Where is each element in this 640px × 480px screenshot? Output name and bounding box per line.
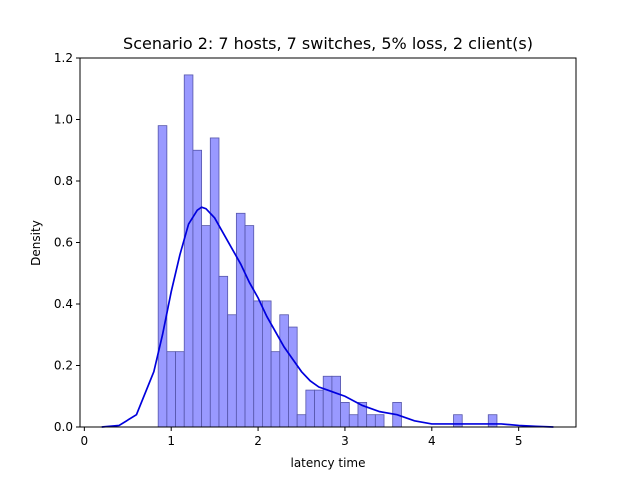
y-tick-label: 0.0 [54, 420, 73, 434]
histogram-bar [305, 389, 315, 428]
histogram-bar [209, 137, 220, 428]
histogram-bar [227, 314, 237, 428]
histogram-bar [166, 351, 176, 428]
x-tick-label: 4 [428, 434, 436, 448]
histogram-bar [340, 401, 350, 428]
histogram-bar [314, 389, 324, 428]
y-tick-label: 0.2 [54, 359, 73, 373]
histogram-bar [374, 414, 385, 428]
histogram-bar [235, 212, 246, 428]
y-axis-label: Density [29, 220, 43, 266]
histogram-bars [157, 74, 498, 428]
chart-title: Scenario 2: 7 hosts, 7 switches, 5% loss… [123, 34, 533, 53]
histogram-bar [262, 300, 272, 428]
x-axis-ticks: 0 1 2 3 4 5 [81, 427, 523, 448]
x-axis-label: latency time [290, 456, 365, 470]
kde-line [101, 206, 554, 428]
x-tick-label: 1 [167, 434, 175, 448]
histogram-bar [244, 225, 255, 428]
histogram-bar [453, 414, 463, 428]
histogram-bar [279, 314, 289, 428]
y-axis-ticks: 0.0 0.2 0.4 0.6 0.8 1.0 1.2 [54, 51, 80, 434]
histogram-bar [218, 275, 229, 428]
histogram-bar [487, 414, 498, 428]
y-tick-label: 0.6 [54, 236, 73, 250]
x-tick-label: 2 [254, 434, 262, 448]
y-tick-label: 1.2 [54, 51, 73, 65]
histogram-bar [322, 375, 333, 428]
y-tick-label: 1.0 [54, 113, 73, 127]
histogram-bar [201, 225, 211, 428]
x-tick-label: 5 [515, 434, 523, 448]
histogram-bar [157, 125, 168, 428]
histogram-bar [331, 375, 341, 428]
histogram-bar [175, 351, 185, 428]
histogram-bar [296, 414, 307, 428]
histogram-bar [366, 414, 376, 428]
histogram-bar [183, 74, 194, 428]
histogram-bar [288, 326, 298, 428]
histogram-bar [253, 300, 263, 428]
y-tick-label: 0.8 [54, 174, 73, 188]
histogram-bar [270, 351, 281, 428]
histogram-bar [348, 414, 359, 428]
x-tick-label: 3 [341, 434, 349, 448]
histogram-bar [192, 149, 203, 428]
x-tick-label: 0 [81, 434, 89, 448]
y-tick-label: 0.4 [54, 297, 73, 311]
